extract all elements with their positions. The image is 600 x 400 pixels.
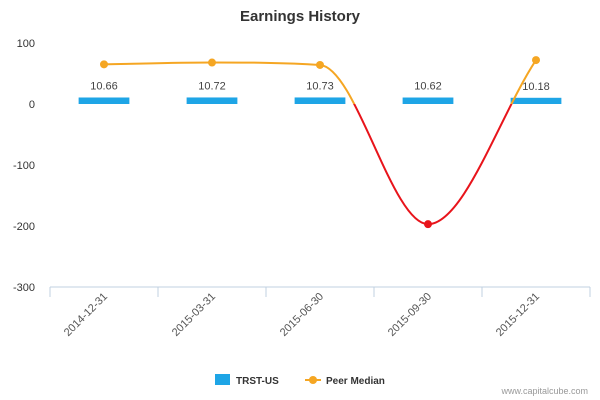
bar[interactable] bbox=[402, 97, 454, 104]
peer-median-line-positive bbox=[103, 59, 537, 104]
bar-series bbox=[78, 97, 562, 104]
legend[interactable]: TRST-US Peer Median bbox=[215, 374, 385, 387]
legend-label-trst-us: TRST-US bbox=[236, 376, 279, 387]
y-tick-label: 0 bbox=[29, 99, 35, 111]
y-tick-label: -300 bbox=[13, 282, 35, 294]
y-tick-label: -200 bbox=[13, 221, 35, 233]
bar-data-label: 10.62 bbox=[414, 81, 442, 93]
legend-item-peer-median[interactable]: Peer Median bbox=[305, 376, 385, 387]
bar-data-label: 10.66 bbox=[90, 80, 118, 92]
peer-median-point[interactable] bbox=[316, 60, 324, 69]
legend-label-peer-median: Peer Median bbox=[326, 376, 385, 387]
y-tick-label: -100 bbox=[13, 160, 35, 172]
credit-text: www.capitalcube.com bbox=[500, 386, 588, 396]
bar-data-label: 10.18 bbox=[522, 81, 550, 93]
legend-swatch-bar bbox=[215, 374, 230, 385]
bar[interactable] bbox=[510, 97, 562, 104]
x-tick-label: 2014-12-31 bbox=[62, 291, 110, 339]
x-axis: 2014-12-31 2015-03-31 2015-06-30 2015-09-30… bbox=[49, 286, 591, 339]
bar[interactable] bbox=[186, 97, 238, 104]
x-tick-label: 2015-09-30 bbox=[386, 291, 434, 339]
bar[interactable] bbox=[294, 97, 346, 104]
chart-title: Earnings History bbox=[240, 8, 361, 25]
legend-item-trst-us[interactable]: TRST-US bbox=[215, 374, 279, 387]
peer-median-point[interactable] bbox=[100, 60, 108, 69]
x-tick-label: 2015-12-31 bbox=[494, 291, 542, 339]
y-tick-label: 100 bbox=[17, 38, 35, 50]
bar-data-label: 10.72 bbox=[198, 80, 226, 92]
legend-swatch-marker bbox=[309, 376, 317, 384]
y-axis: 100 0 -100 -200 -300 bbox=[13, 38, 35, 294]
line-series bbox=[100, 56, 540, 229]
bar-data-label: 10.73 bbox=[306, 80, 334, 92]
peer-median-point[interactable] bbox=[424, 220, 432, 229]
bar[interactable] bbox=[78, 97, 130, 104]
peer-median-point[interactable] bbox=[208, 58, 216, 67]
x-tick-label: 2015-06-30 bbox=[278, 291, 326, 339]
peer-median-point[interactable] bbox=[532, 56, 540, 65]
peer-median-line-negative bbox=[353, 104, 513, 226]
data-labels: 10.66 10.72 10.73 10.62 10.18 bbox=[90, 80, 550, 92]
x-tick-label: 2015-03-31 bbox=[170, 291, 218, 339]
